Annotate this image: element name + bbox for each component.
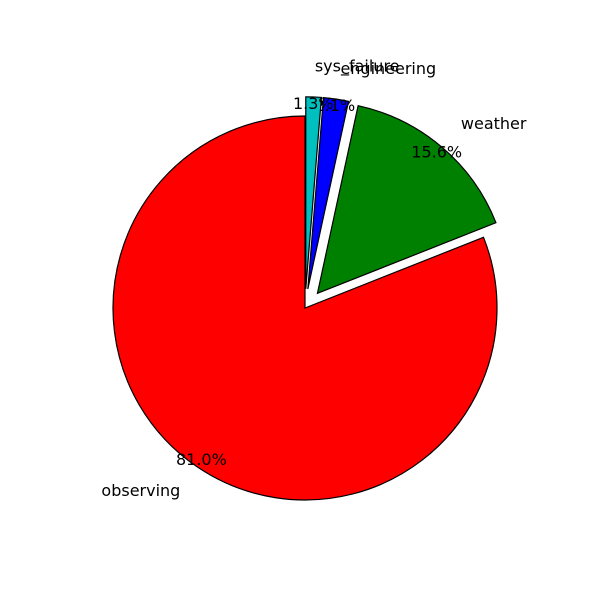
pie-slice-sys_failure: [305, 96, 323, 289]
pie-percent-observing: 81.0%: [176, 450, 227, 469]
pie-label-observing: observing: [101, 481, 180, 500]
pie-slice-engineering: [307, 97, 350, 290]
pie-label-weather: weather: [461, 114, 527, 133]
pie-slice-weather: [316, 105, 497, 295]
pie-percent-engineering: 2.1%: [315, 96, 356, 115]
pie-label-engineering: engineering: [340, 59, 436, 78]
pie-percent-sys_failure: 1.3%: [293, 94, 334, 113]
pie-slice-observing: [112, 115, 498, 501]
pie-percent-weather: 15.6%: [411, 142, 462, 161]
pie-label-sys_failure: sys_failure: [315, 57, 400, 77]
